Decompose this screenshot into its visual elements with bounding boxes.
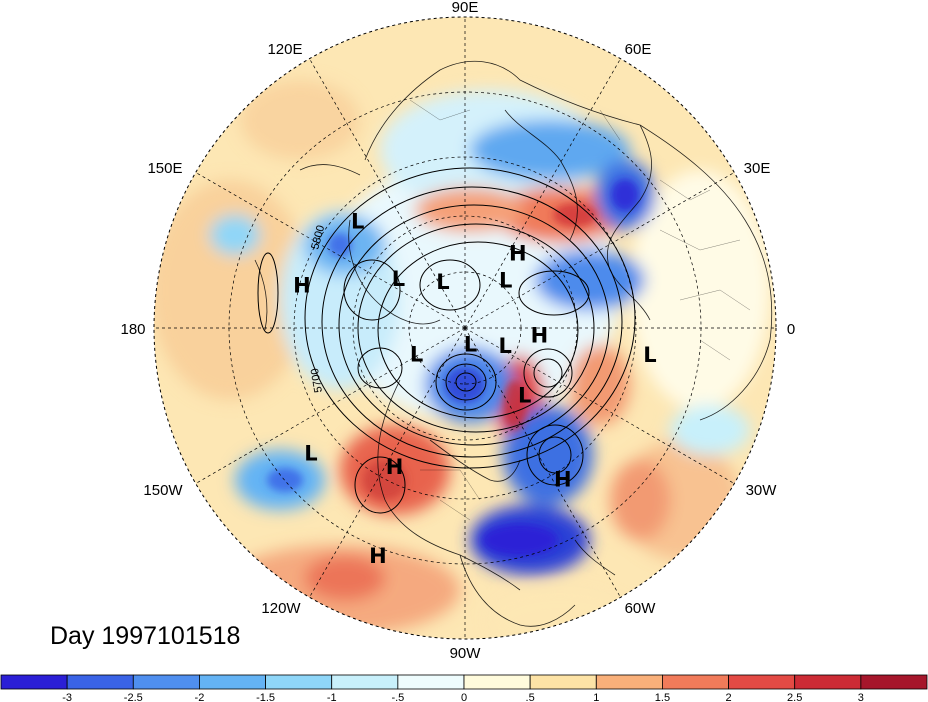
lon-label-30e: 30E <box>744 160 771 177</box>
colorbar-swatch-5 <box>331 674 399 690</box>
lon-label-180: 180 <box>120 321 145 338</box>
low-pressure-label-4: L <box>436 270 449 294</box>
colorbar-swatch-7 <box>463 674 531 690</box>
high-pressure-label-2: H <box>293 273 311 297</box>
lon-label-120w: 120W <box>261 600 301 617</box>
anomaly-field <box>154 17 776 639</box>
low-pressure-label-10: L <box>643 343 656 367</box>
colorbar-tick-label: 1.5 <box>655 692 670 702</box>
low-pressure-label-8: L <box>499 334 512 358</box>
low-pressure-label-11: L <box>518 383 531 407</box>
colorbar-tick-label: 2.5 <box>787 692 802 702</box>
lon-label-60e: 60E <box>625 41 652 58</box>
colorbar-swatch-0 <box>0 674 68 690</box>
lon-label-150e: 150E <box>147 160 182 177</box>
colorbar-swatch-2 <box>132 674 200 690</box>
high-pressure-label-0: H <box>509 242 527 266</box>
high-pressure-label-12: H <box>386 455 404 479</box>
colorbar-swatch-9 <box>595 674 663 690</box>
colorbar-tick-label: 0 <box>461 692 467 702</box>
colorbar: -3 -2.5 -2 -1.5 -1 -.5 0 .5 1 1.5 2 2.5 3 <box>0 674 928 702</box>
low-pressure-label-3: L <box>392 267 405 291</box>
lon-label-0: 0 <box>787 321 795 338</box>
colorbar-tick-label: 2 <box>726 692 732 702</box>
colorbar-tick-label: -2 <box>195 692 205 702</box>
colorbar-tick-label: -2.5 <box>124 692 143 702</box>
colorbar-tick-label: -3 <box>62 692 72 702</box>
high-pressure-label-15: H <box>369 544 387 568</box>
low-pressure-label-7: L <box>464 332 477 356</box>
low-pressure-label-5: L <box>499 269 512 293</box>
lon-label-30w: 30W <box>746 482 778 499</box>
colorbar-swatch-12 <box>794 674 862 690</box>
colorbar-swatch-6 <box>397 674 465 690</box>
high-pressure-label-14: H <box>554 468 572 492</box>
colorbar-swatch-1 <box>66 674 134 690</box>
graticule <box>154 17 776 639</box>
colorbar-tick-label: -1 <box>327 692 337 702</box>
contour-label-5700: 5700 <box>309 367 325 393</box>
colorbar-tick-label: -.5 <box>391 692 404 702</box>
day-label: Day 1997101518 <box>50 622 240 650</box>
high-pressure-label-9: H <box>531 324 549 348</box>
colorbar-swatch-11 <box>728 674 796 690</box>
colorbar-swatch-4 <box>265 674 333 690</box>
colorbar-swatch-8 <box>529 674 597 690</box>
low-pressure-label-1: L <box>351 210 364 234</box>
colorbar-tick-label: 1 <box>593 692 599 702</box>
colorbar-tick-label: 3 <box>858 692 864 702</box>
lon-label-90w: 90W <box>450 645 482 662</box>
colorbar-swatch-10 <box>662 674 729 690</box>
low-pressure-label-13: L <box>304 442 317 466</box>
lon-label-60w: 60W <box>625 600 657 617</box>
lon-label-150w: 150W <box>143 482 183 499</box>
colorbar-swatch-3 <box>199 674 266 690</box>
colorbar-tick-label: .5 <box>526 692 535 702</box>
colorbar-swatch-13 <box>860 674 928 690</box>
low-pressure-label-6: L <box>410 343 423 367</box>
colorbar-tick-label: -1.5 <box>256 692 275 702</box>
map-boundary <box>153 16 777 640</box>
longitude-labels: 90E 60E 30E 0 30W 60W 90W 120W 150W 180 … <box>120 0 795 662</box>
lon-label-90e: 90E <box>452 0 479 16</box>
lon-label-120e: 120E <box>267 41 302 58</box>
coastlines <box>254 60 773 627</box>
